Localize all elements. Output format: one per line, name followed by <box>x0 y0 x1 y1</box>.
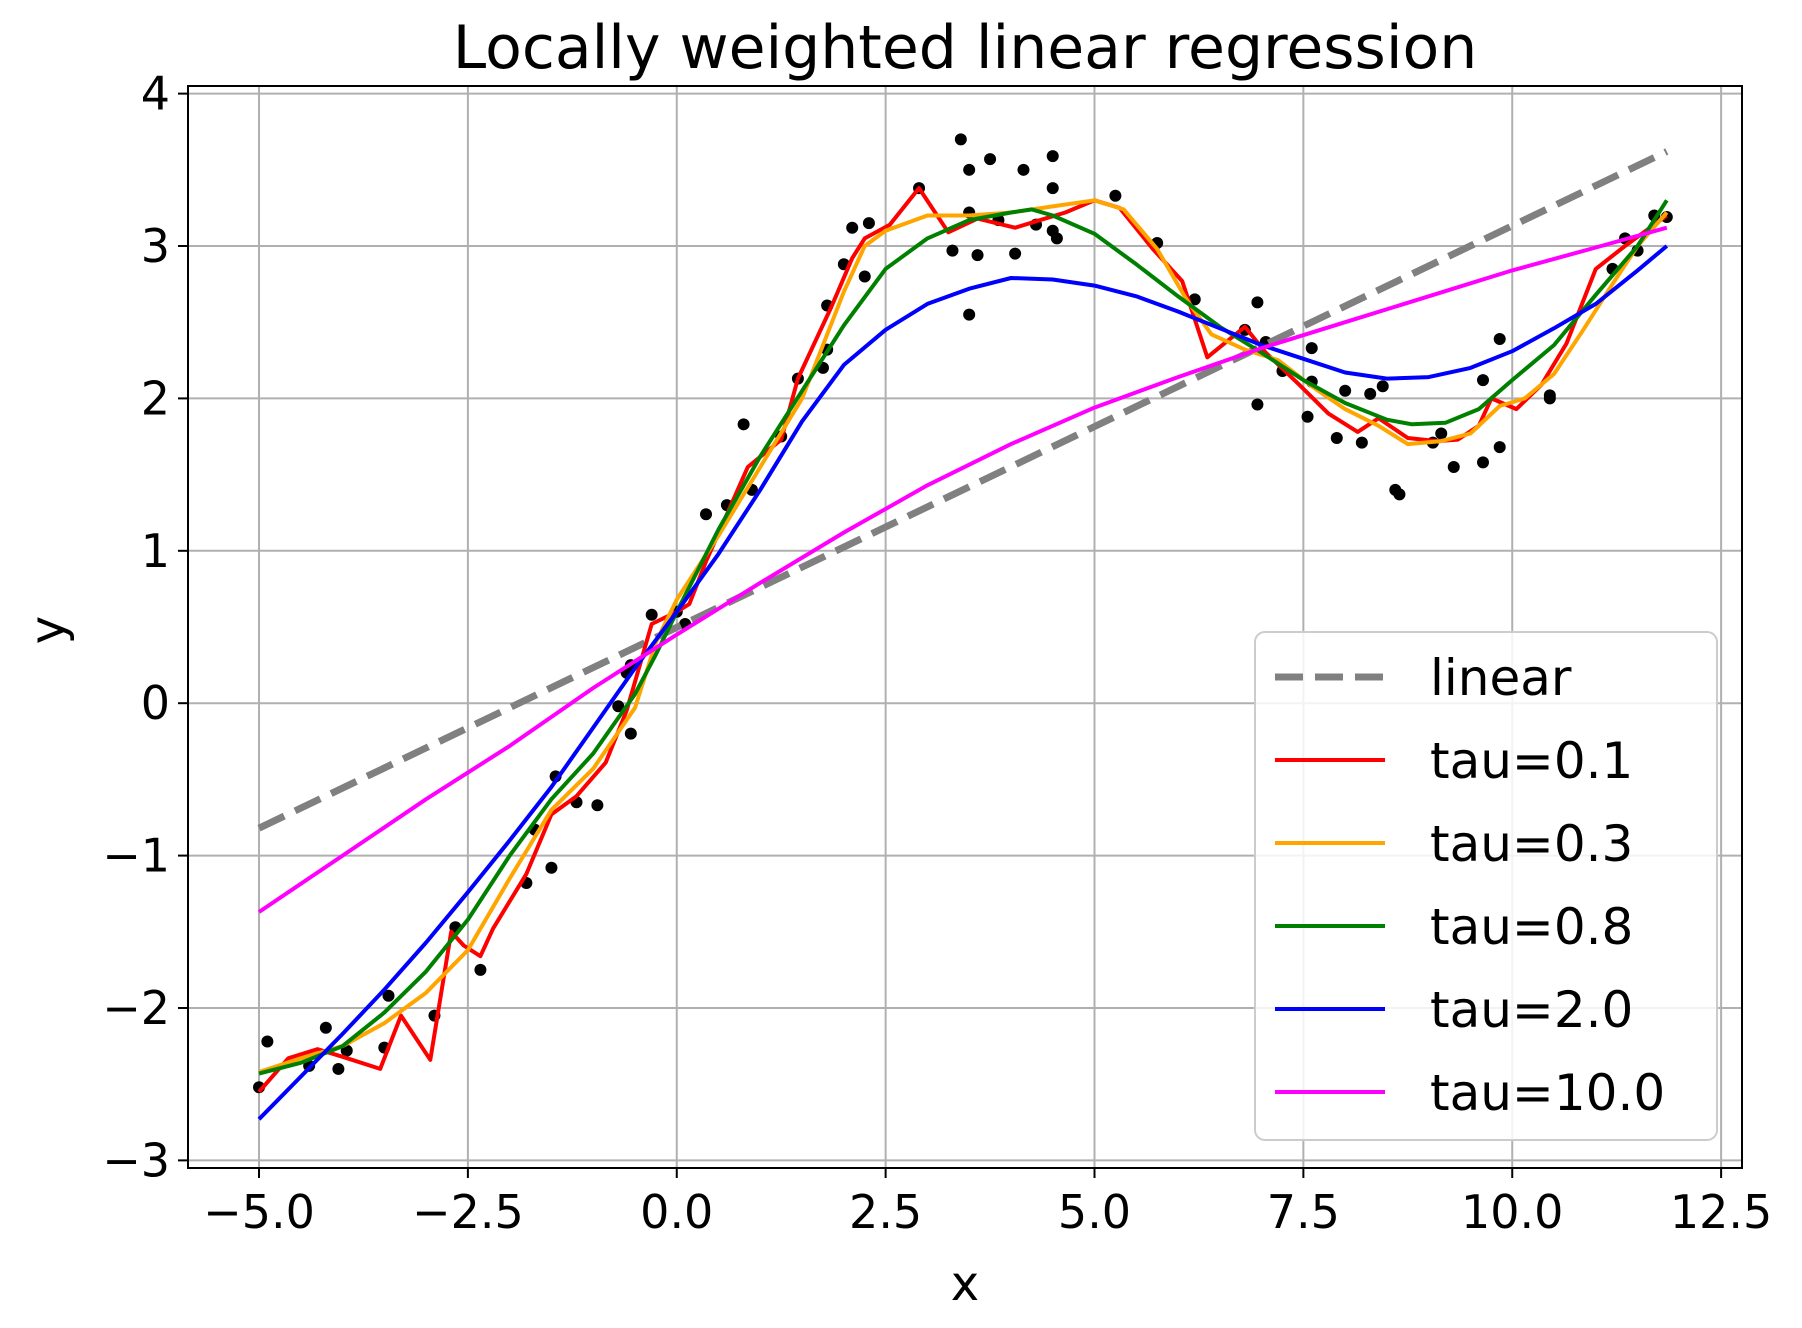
scatter-point <box>1355 436 1368 449</box>
scatter-point <box>1330 432 1343 445</box>
series-line-linear <box>257 148 1669 832</box>
scatter-point <box>1339 384 1352 397</box>
scatter-point <box>858 270 871 283</box>
series-line-tau-10-0 <box>257 225 1668 914</box>
scatter-point <box>1493 332 1506 345</box>
scatter-point <box>1251 398 1264 411</box>
scatter-point <box>984 153 997 166</box>
scatter-point <box>1543 392 1556 405</box>
legend-label: linear <box>1430 649 1572 707</box>
scatter-point <box>1364 387 1377 400</box>
scatter-point <box>700 508 712 521</box>
scatter-point <box>332 1062 345 1075</box>
legend-label: tau=0.8 <box>1430 898 1633 956</box>
scatter-point <box>612 700 625 713</box>
plot-area <box>253 133 1673 1121</box>
legend-label: tau=0.3 <box>1430 815 1633 873</box>
scatter-point <box>1477 374 1489 387</box>
y-tick-label: 1 <box>141 524 170 578</box>
legend: linear tau=0.1 tau=0.3 tau=0.8 tau=2.0 tau=10… <box>1254 631 1718 1141</box>
scatter-point <box>1447 460 1460 473</box>
y-tick-label: 4 <box>141 67 170 121</box>
x-tick-label: 0.0 <box>640 1185 713 1239</box>
scatter-point <box>971 249 984 262</box>
scatter-point <box>545 861 558 874</box>
plot-frame <box>187 85 1743 1169</box>
scatter-point <box>1009 247 1022 260</box>
y-tick-label: −3 <box>102 1133 170 1187</box>
x-tick-label: 5.0 <box>1058 1185 1131 1239</box>
scatter-point <box>737 418 750 431</box>
legend-label: tau=2.0 <box>1430 981 1633 1039</box>
y-tick-label: −1 <box>102 829 170 883</box>
y-axis-label: y <box>20 616 76 644</box>
scatter-point <box>645 608 658 621</box>
chart-title: Locally weighted linear regression <box>453 13 1477 83</box>
y-tick-label: 2 <box>141 371 170 425</box>
scatter-point <box>1046 150 1059 163</box>
scatter-point <box>1050 232 1063 245</box>
x-tick-label: 12.5 <box>1670 1185 1772 1239</box>
scatter-point <box>591 799 604 812</box>
scatter-point <box>1393 488 1406 501</box>
scatter-point <box>1188 293 1201 306</box>
scatter-point <box>624 727 637 740</box>
scatter-point <box>1046 182 1059 195</box>
legend-label: tau=10.0 <box>1430 1064 1665 1122</box>
y-tick-label: 0 <box>141 676 170 730</box>
scatter-point <box>862 217 875 230</box>
scatter-point <box>846 221 859 234</box>
x-axis-label: x <box>951 1256 979 1312</box>
scatter-point <box>1477 456 1489 469</box>
scatter-point <box>1305 342 1318 355</box>
scatter-point <box>1435 427 1448 440</box>
x-tick-label: −5.0 <box>203 1185 315 1239</box>
scatter-point <box>261 1035 274 1048</box>
scatter-point <box>382 989 395 1002</box>
scatter-point <box>1301 410 1314 423</box>
series-line-tau-0-8 <box>258 199 1669 1076</box>
scatter-point <box>1109 189 1122 202</box>
x-tick-label: 7.5 <box>1267 1185 1340 1239</box>
scatter-point <box>1376 380 1389 393</box>
scatter-point <box>954 133 967 146</box>
scatter-point <box>1251 296 1264 309</box>
scatter-point <box>1493 441 1506 454</box>
x-tick-label: 10.0 <box>1461 1185 1563 1239</box>
x-tick-label: −2.5 <box>412 1185 524 1239</box>
scatter-point <box>1017 163 1030 176</box>
y-tick-label: 3 <box>141 219 170 273</box>
axes: −5.0 −2.5 0.0 2.5 5.0 7.5 10.0 12.5 −3 −2 −1 0 1 2 3 4 <box>102 67 1772 1239</box>
series-line-tau-2-0 <box>257 244 1669 1121</box>
scatter-point <box>963 308 976 321</box>
scatter-point <box>319 1021 332 1034</box>
y-tick-label: −2 <box>102 981 170 1035</box>
scatter-point <box>946 244 959 257</box>
x-tick-label: 2.5 <box>849 1185 922 1239</box>
scatter-point <box>474 963 487 976</box>
legend-label: tau=0.1 <box>1430 732 1633 790</box>
scatter-point <box>963 163 976 176</box>
